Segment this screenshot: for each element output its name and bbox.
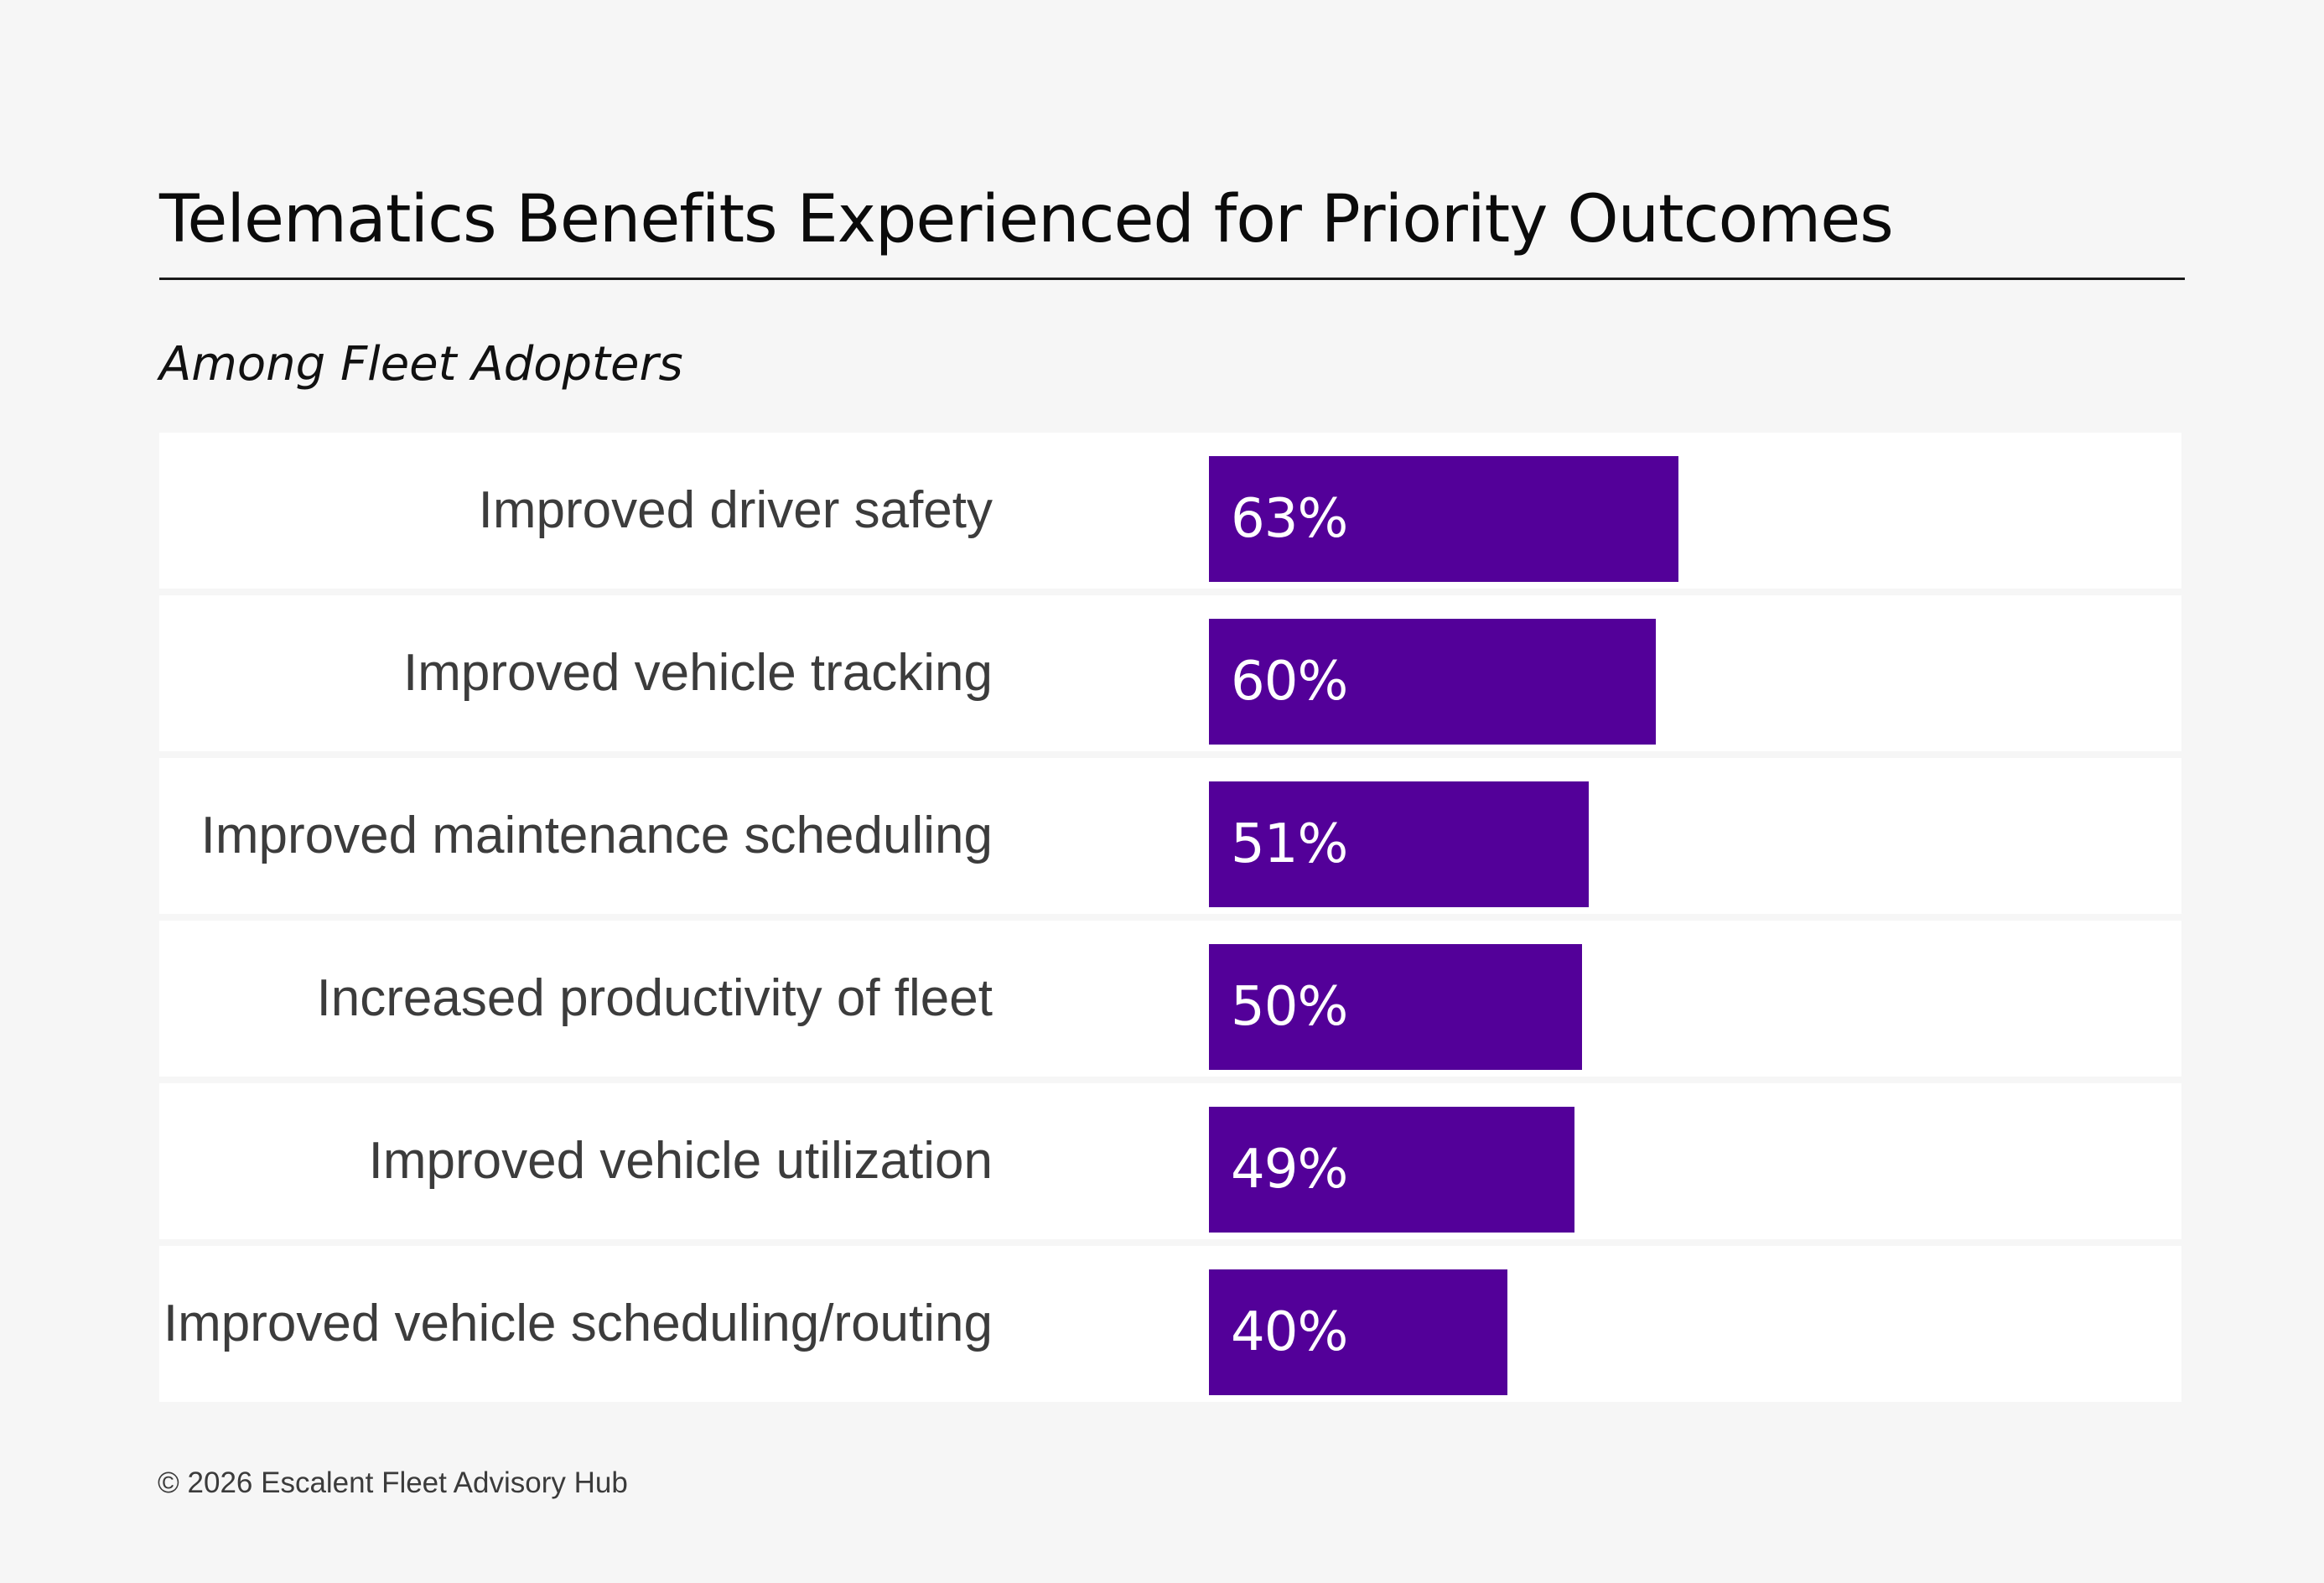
category-label: Improved driver safety [478,481,993,539]
chart-row: Improved vehicle utilization 49% [159,1083,2181,1239]
bar: 60% [1209,619,1656,745]
chart-title: Telematics Benefits Experienced for Prio… [159,182,1894,257]
bar-value-label: 50% [1231,976,1348,1038]
bar: 63% [1209,456,1678,582]
bar: 49% [1209,1107,1574,1233]
bar: 51% [1209,781,1589,907]
chart-row: Increased productivity of fleet 50% [159,921,2181,1077]
category-label: Improved vehicle tracking [403,644,993,702]
bar-value-label: 60% [1231,651,1348,713]
copyright-footer: © 2026 Escalent Fleet Advisory Hub [158,1466,628,1499]
category-label: Improved vehicle utilization [368,1132,993,1190]
title-divider [159,278,2185,280]
chart-row: Improved vehicle tracking 60% [159,595,2181,751]
category-label: Increased productivity of fleet [316,969,993,1027]
bar: 40% [1209,1269,1507,1395]
category-label: Improved maintenance scheduling [200,807,993,864]
bar: 50% [1209,944,1582,1070]
bar-value-label: 63% [1231,488,1348,550]
chart-row: Improved vehicle scheduling/routing 40% [159,1246,2181,1402]
category-label: Improved vehicle scheduling/routing [163,1295,993,1352]
chart-row: Improved driver safety 63% [159,433,2181,589]
chart-row: Improved maintenance scheduling 51% [159,758,2181,914]
bar-value-label: 49% [1231,1139,1348,1201]
bar-value-label: 51% [1231,813,1348,875]
chart-subtitle: Among Fleet Adopters [159,337,683,392]
bar-value-label: 40% [1231,1301,1348,1363]
